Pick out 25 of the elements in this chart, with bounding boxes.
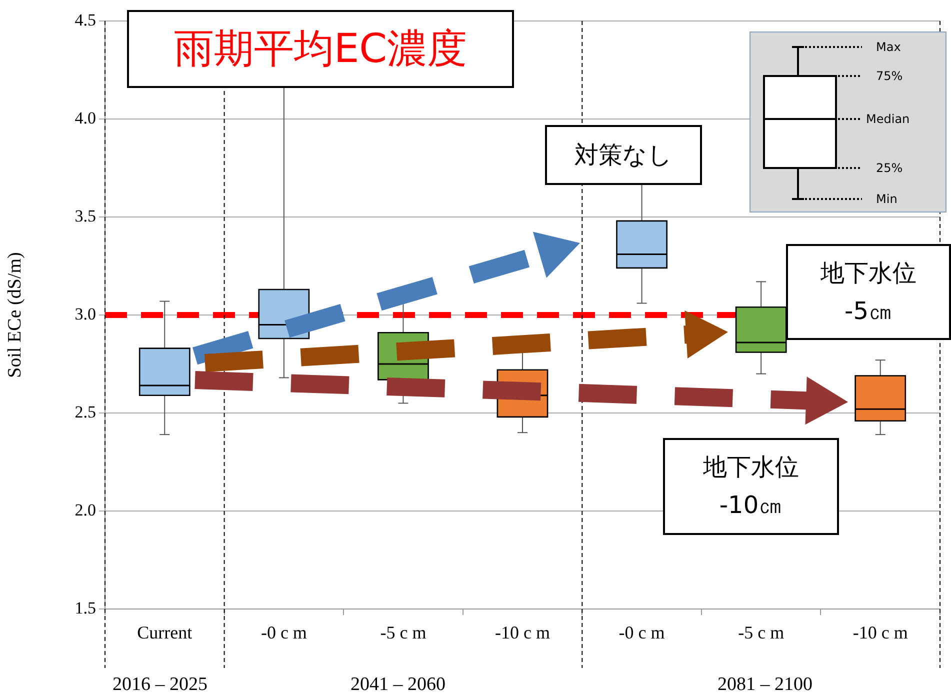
x-tick-label: Current [137, 622, 192, 643]
y-tick-label: 3.5 [74, 206, 96, 226]
y-tick-label: 1.5 [74, 598, 96, 618]
x-tick-label: -5 c m [738, 622, 784, 643]
annotation: 地下水位 -10㎝ [702, 452, 800, 521]
y-tick-label: 4.5 [74, 10, 96, 30]
annotation: Max [876, 39, 901, 55]
x-tick-label: -5 c m [380, 622, 426, 643]
text: 2041 – 2060 [350, 674, 446, 696]
x-tick-label: -10 c m [852, 622, 908, 643]
x-tick-label: -0 c m [260, 622, 307, 643]
annotation: 75% [876, 68, 903, 84]
y-axis-title: Soil ECe (dS/m) [4, 252, 26, 378]
x-tick-label: -0 c m [618, 622, 665, 643]
annotation: 25% [876, 160, 903, 176]
annotation: Median [866, 111, 910, 127]
y-tick-label: 2.0 [74, 500, 96, 520]
y-tick-label: 4.0 [74, 108, 96, 128]
text: 2081 – 2100 [716, 674, 814, 696]
y-tick-label: 3.0 [74, 304, 96, 324]
annotation: Min [876, 191, 898, 207]
text: 2016 – 2025 [112, 674, 208, 696]
y-tick-label: 2.5 [74, 402, 96, 422]
annotation: 地下水位 -5㎝ [820, 258, 918, 327]
x-tick-label: -10 c m [495, 622, 550, 643]
